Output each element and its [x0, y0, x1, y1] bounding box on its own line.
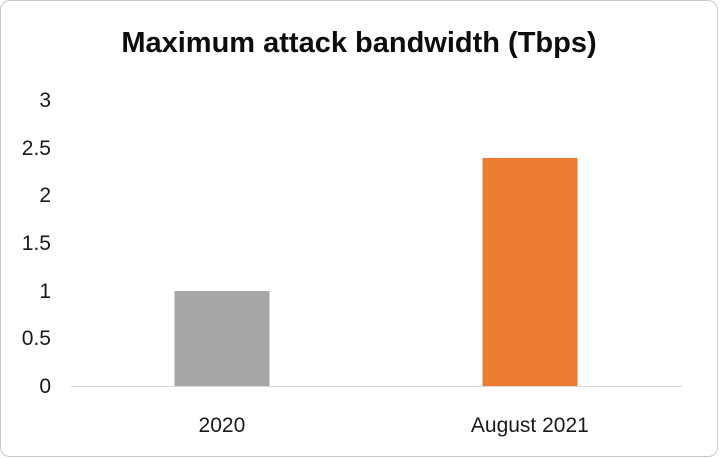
bar-august-2021 [482, 158, 578, 386]
x-tick-label: 2020 [198, 414, 246, 437]
x-axis-labels: 2020 August 2021 [71, 410, 682, 442]
y-tick-label: 2.5 [21, 136, 51, 160]
chart-title: Maximum attack bandwidth (Tbps) [121, 27, 597, 59]
y-axis: 0 0.5 1 1.5 2 2.5 3 [1, 89, 59, 398]
y-tick-label: 2 [39, 184, 51, 208]
y-tick-label: 0.5 [21, 327, 51, 351]
x-tick-label: August 2021 [470, 414, 589, 437]
y-tick-label: 0 [39, 375, 51, 398]
y-tick-label: 3 [39, 89, 51, 112]
y-tick-label: 1.5 [21, 232, 51, 255]
bar-2020 [174, 291, 270, 386]
plot-area [71, 101, 682, 387]
y-tick-label: 1 [39, 279, 51, 303]
